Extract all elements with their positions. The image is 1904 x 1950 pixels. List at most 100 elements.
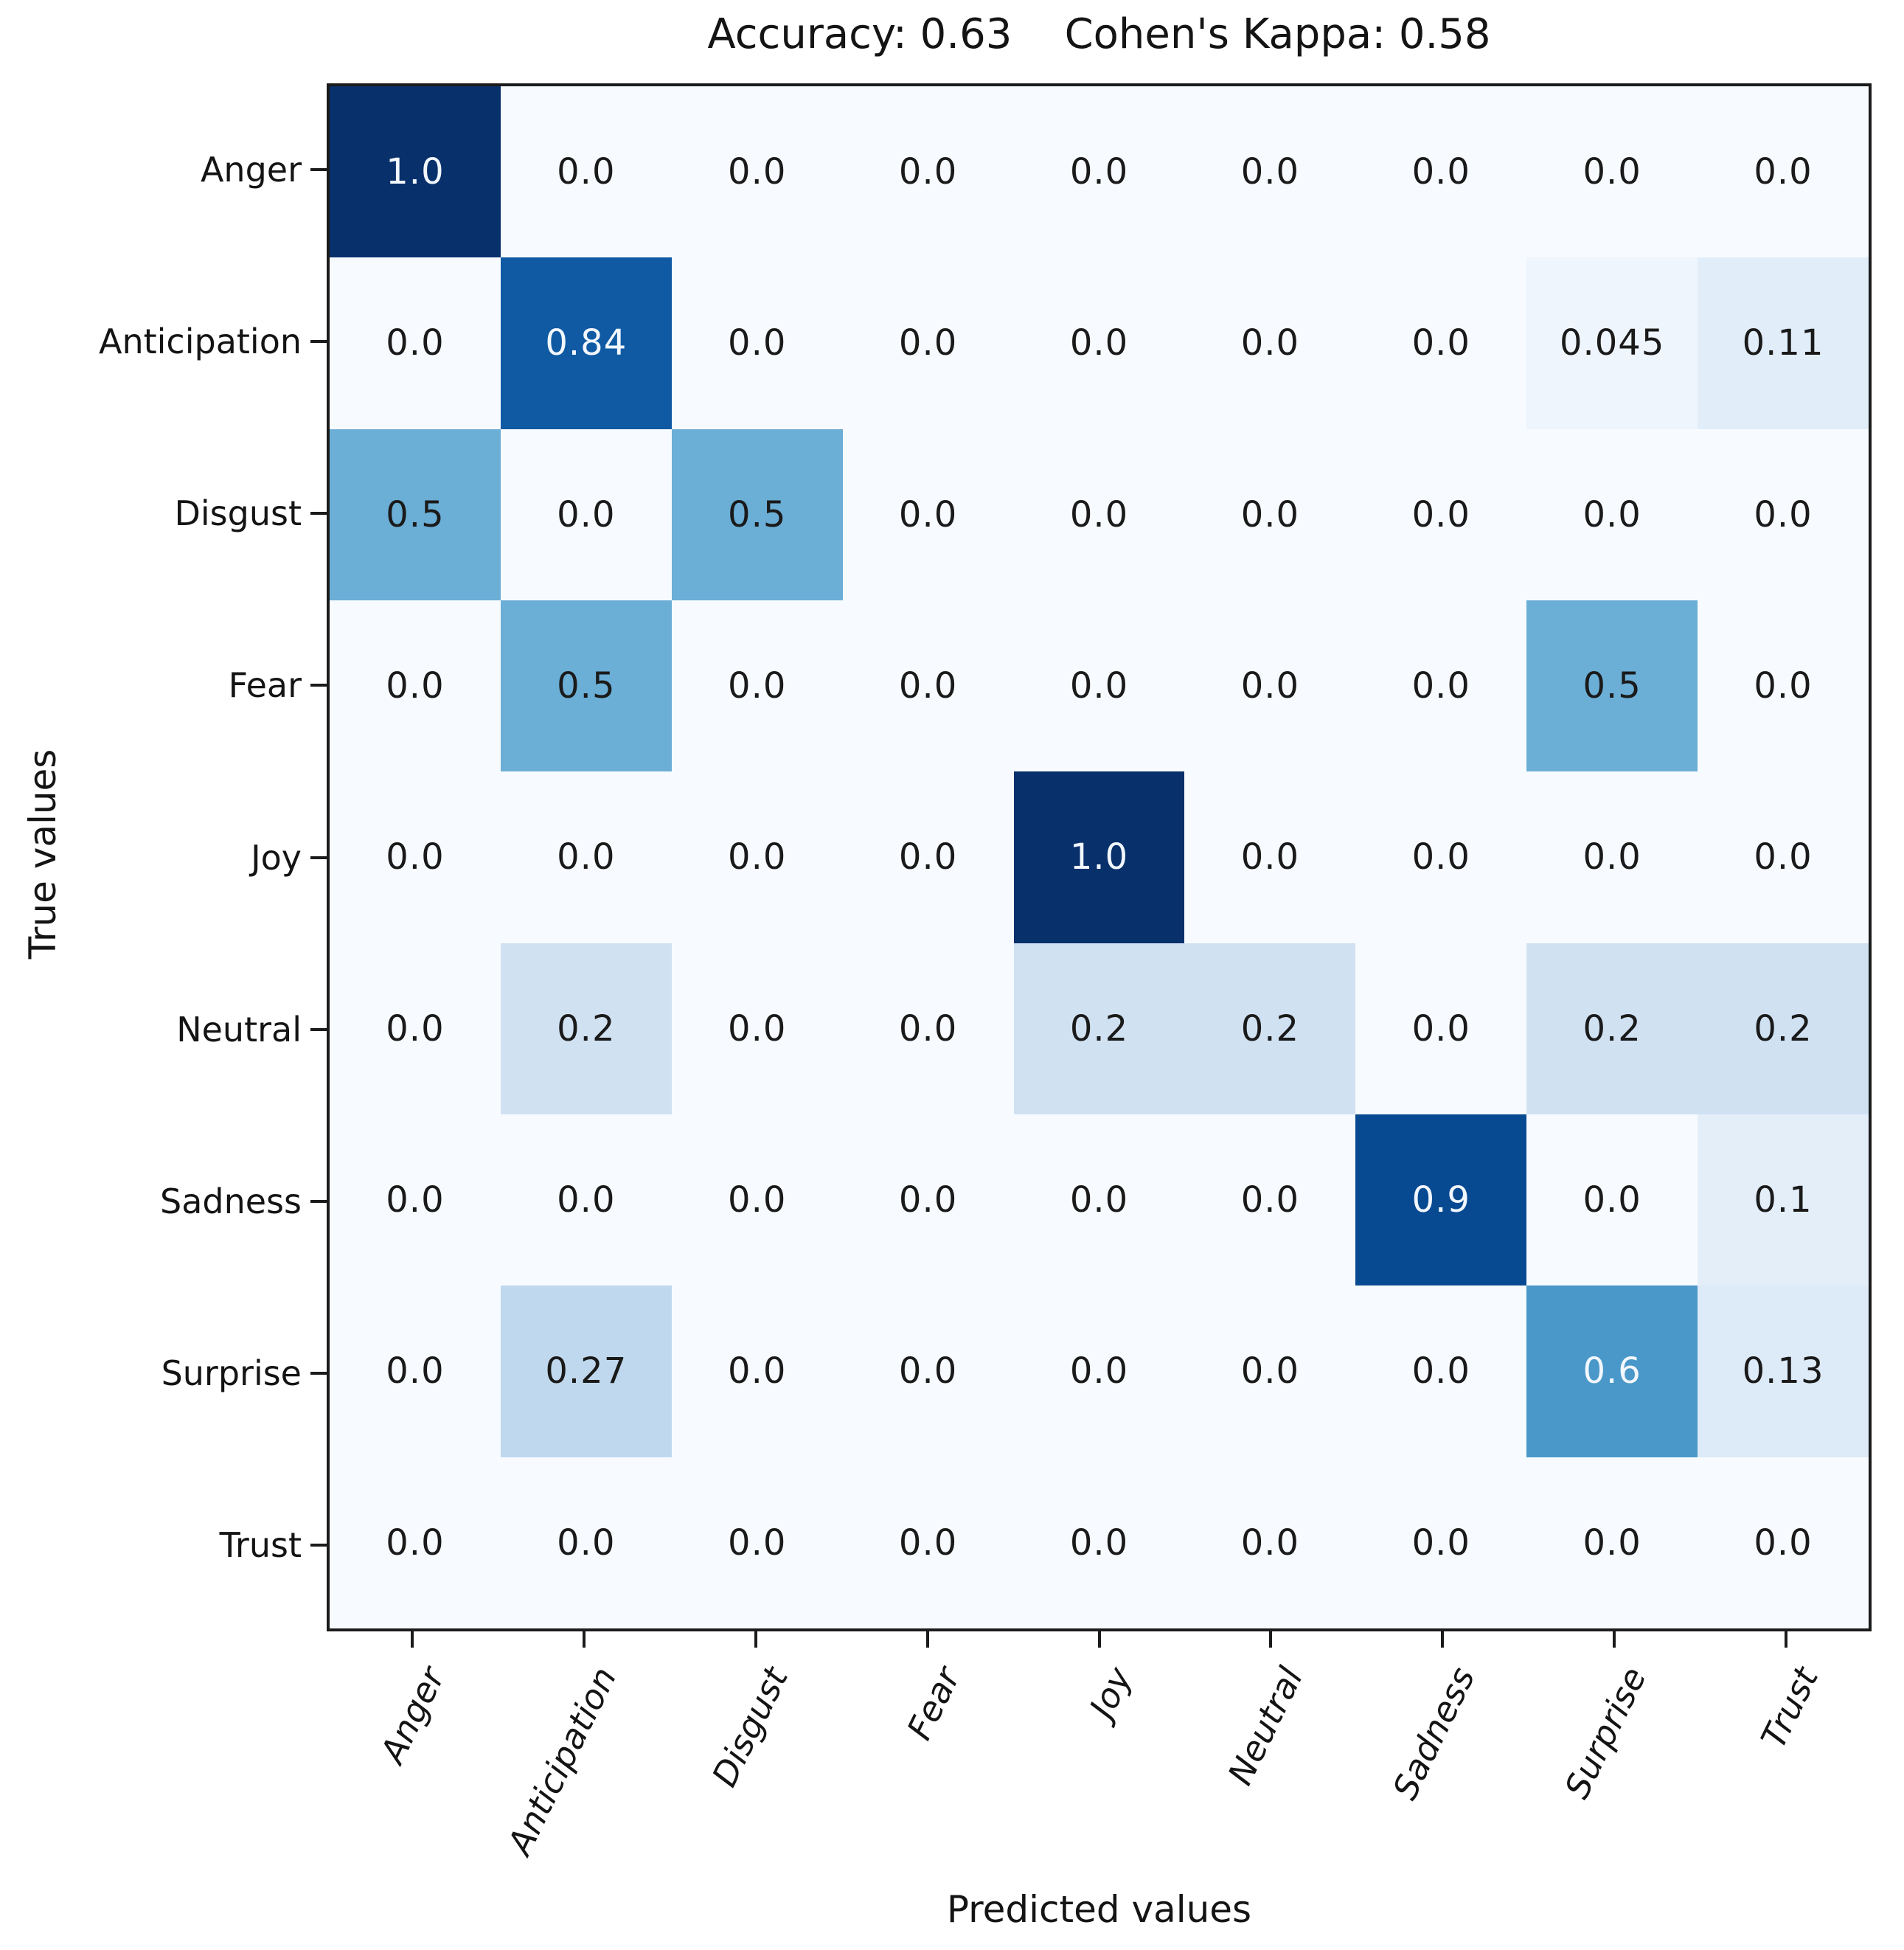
heatmap-cell-neutral-fear: 0.0 bbox=[842, 943, 1014, 1114]
x-tick-mark bbox=[1097, 1631, 1101, 1648]
heatmap-cell-anger-disgust: 0.0 bbox=[671, 86, 843, 258]
x-tick-label-neutral: Neutral bbox=[1220, 1661, 1311, 1791]
heatmap-plot-area: 1.0 0.0 0.0 0.0 0.0 0.0 0.0 0.0 0.0 0.0 0.84 0.0 0.0… bbox=[327, 83, 1872, 1631]
heatmap-cell-neutral-neutral: 0.2 bbox=[1184, 943, 1356, 1114]
heatmap-cell-anger-joy: 0.0 bbox=[1013, 86, 1185, 258]
heatmap-cell-sadness-disgust: 0.0 bbox=[671, 1114, 843, 1286]
heatmap-cell-joy-anger: 0.0 bbox=[330, 771, 501, 943]
heatmap-cell-anger-neutral: 0.0 bbox=[1184, 86, 1356, 258]
x-tick-label-joy: Joy bbox=[1081, 1661, 1140, 1724]
y-tick-label-surprise: Surprise bbox=[161, 1353, 302, 1394]
heatmap-cell-anticipation-trust: 0.11 bbox=[1698, 257, 1869, 429]
heatmap-cell-joy-surprise: 0.0 bbox=[1526, 771, 1698, 943]
x-tick-mark bbox=[583, 1631, 586, 1648]
heatmap-cell-surprise-fear: 0.0 bbox=[842, 1285, 1014, 1457]
heatmap-cell-disgust-joy: 0.0 bbox=[1013, 428, 1185, 600]
heatmap-cell-neutral-anger: 0.0 bbox=[330, 943, 501, 1114]
heatmap-cell-neutral-anticipation: 0.2 bbox=[500, 943, 672, 1114]
heatmap-cell-anger-anticipation: 0.0 bbox=[500, 86, 672, 258]
heatmap-cell-fear-anger: 0.0 bbox=[330, 600, 501, 772]
x-tick-mark bbox=[754, 1631, 757, 1648]
heatmap-cell-sadness-anger: 0.0 bbox=[330, 1114, 501, 1286]
heatmap-cell-fear-neutral: 0.0 bbox=[1184, 600, 1356, 772]
y-tick-mark bbox=[310, 684, 327, 687]
heatmap-cell-disgust-sadness: 0.0 bbox=[1355, 428, 1527, 600]
heatmap-cell-sadness-trust: 0.1 bbox=[1698, 1114, 1869, 1286]
y-tick-mark bbox=[310, 1199, 327, 1203]
x-tick-mark bbox=[925, 1631, 929, 1648]
heatmap-cell-fear-joy: 0.0 bbox=[1013, 600, 1185, 772]
x-tick-mark bbox=[1784, 1631, 1787, 1648]
y-tick-label-sadness: Sadness bbox=[160, 1181, 302, 1221]
heatmap-cell-joy-joy: 1.0 bbox=[1013, 771, 1185, 943]
heatmap-cell-fear-surprise: 0.5 bbox=[1526, 600, 1698, 772]
heatmap-cell-fear-trust: 0.0 bbox=[1698, 600, 1869, 772]
y-tick-mark bbox=[310, 167, 327, 171]
x-tick-label-disgust: Disgust bbox=[704, 1661, 796, 1793]
heatmap-cell-anticipation-fear: 0.0 bbox=[842, 257, 1014, 429]
heatmap-cell-disgust-anticipation: 0.0 bbox=[500, 428, 672, 600]
heatmap-cell-disgust-disgust: 0.5 bbox=[671, 428, 843, 600]
heatmap-cell-anticipation-sadness: 0.0 bbox=[1355, 257, 1527, 429]
heatmap-cell-trust-anger: 0.0 bbox=[330, 1457, 501, 1628]
heatmap-cell-joy-sadness: 0.0 bbox=[1355, 771, 1527, 943]
heatmap-cell-surprise-trust: 0.13 bbox=[1698, 1285, 1869, 1457]
heatmap-cell-anger-surprise: 0.0 bbox=[1526, 86, 1698, 258]
heatmap-cell-disgust-surprise: 0.0 bbox=[1526, 428, 1698, 600]
y-tick-label-neutral: Neutral bbox=[176, 1009, 302, 1049]
heatmap-cell-joy-anticipation: 0.0 bbox=[500, 771, 672, 943]
y-tick-label-anger: Anger bbox=[200, 149, 302, 190]
heatmap-cell-surprise-disgust: 0.0 bbox=[671, 1285, 843, 1457]
x-tick-label-fear: Fear bbox=[899, 1661, 968, 1746]
heatmap-cell-neutral-surprise: 0.2 bbox=[1526, 943, 1698, 1114]
heatmap-cell-neutral-joy: 0.2 bbox=[1013, 943, 1185, 1114]
heatmap-cell-disgust-fear: 0.0 bbox=[842, 428, 1014, 600]
heatmap-cell-joy-neutral: 0.0 bbox=[1184, 771, 1356, 943]
heatmap-cell-neutral-disgust: 0.0 bbox=[671, 943, 843, 1114]
y-tick-mark bbox=[310, 512, 327, 516]
heatmap-cell-trust-anticipation: 0.0 bbox=[500, 1457, 672, 1628]
x-tick-mark bbox=[1441, 1631, 1445, 1648]
heatmap-cell-trust-trust: 0.0 bbox=[1698, 1457, 1869, 1628]
x-axis-title: Predicted values bbox=[946, 1888, 1252, 1931]
heatmap-cell-trust-disgust: 0.0 bbox=[671, 1457, 843, 1628]
heatmap-cell-anger-fear: 0.0 bbox=[842, 86, 1014, 258]
x-tick-label-surprise: Surprise bbox=[1557, 1661, 1655, 1805]
heatmap-cell-surprise-joy: 0.0 bbox=[1013, 1285, 1185, 1457]
x-tick-mark bbox=[411, 1631, 414, 1648]
heatmap-cell-surprise-surprise: 0.6 bbox=[1526, 1285, 1698, 1457]
heatmap-cell-fear-anticipation: 0.5 bbox=[500, 600, 672, 772]
y-tick-mark bbox=[310, 856, 327, 859]
heatmap-cell-disgust-trust: 0.0 bbox=[1698, 428, 1869, 600]
heatmap-cell-neutral-sadness: 0.0 bbox=[1355, 943, 1527, 1114]
chart-title: Accuracy: 0.63 Cohen's Kappa: 0.58 bbox=[707, 10, 1491, 58]
heatmap-cell-trust-surprise: 0.0 bbox=[1526, 1457, 1698, 1628]
x-tick-label-trust: Trust bbox=[1753, 1661, 1827, 1755]
x-tick-mark bbox=[1612, 1631, 1616, 1648]
heatmap-cell-sadness-joy: 0.0 bbox=[1013, 1114, 1185, 1286]
heatmap-cell-joy-disgust: 0.0 bbox=[671, 771, 843, 943]
heatmap-cell-surprise-anticipation: 0.27 bbox=[500, 1285, 672, 1457]
heatmap-cell-trust-fear: 0.0 bbox=[842, 1457, 1014, 1628]
y-tick-mark bbox=[310, 1544, 327, 1547]
y-tick-mark bbox=[310, 339, 327, 343]
y-tick-label-disgust: Disgust bbox=[174, 493, 302, 534]
x-tick-label-anger: Anger bbox=[372, 1661, 453, 1769]
heatmap-cell-sadness-fear: 0.0 bbox=[842, 1114, 1014, 1286]
heatmap-cell-trust-sadness: 0.0 bbox=[1355, 1457, 1527, 1628]
y-tick-label-joy: Joy bbox=[251, 837, 302, 878]
heatmap-cell-sadness-sadness: 0.9 bbox=[1355, 1114, 1527, 1286]
heatmap-cell-disgust-neutral: 0.0 bbox=[1184, 428, 1356, 600]
heatmap-cell-trust-neutral: 0.0 bbox=[1184, 1457, 1356, 1628]
y-axis-title: True values bbox=[21, 749, 64, 960]
x-tick-label-sadness: Sadness bbox=[1384, 1661, 1483, 1806]
x-tick-label-anticipation: Anticipation bbox=[499, 1661, 625, 1861]
heatmap-cell-fear-disgust: 0.0 bbox=[671, 600, 843, 772]
x-tick-mark bbox=[1269, 1631, 1273, 1648]
heatmap-cell-sadness-surprise: 0.0 bbox=[1526, 1114, 1698, 1286]
heatmap-cell-anticipation-surprise: 0.045 bbox=[1526, 257, 1698, 429]
heatmap-cell-surprise-neutral: 0.0 bbox=[1184, 1285, 1356, 1457]
heatmap-cell-neutral-trust: 0.2 bbox=[1698, 943, 1869, 1114]
heatmap-cell-anticipation-anger: 0.0 bbox=[330, 257, 501, 429]
